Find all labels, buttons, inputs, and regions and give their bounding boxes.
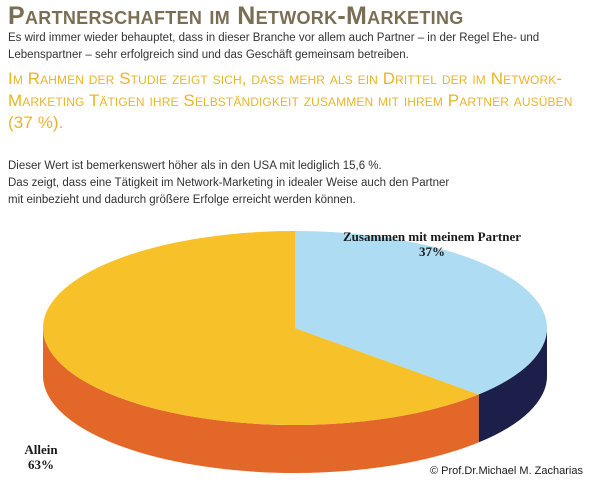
body-text: Dieser Wert ist bemerkenswert höher als … — [8, 158, 568, 209]
slice-value-alone: 63% — [28, 457, 54, 472]
page-title: Partnerschaften im Network-Marketing — [8, 2, 464, 30]
body-line-3: mit einbezieht und dadurch größere Erfol… — [8, 194, 356, 206]
slice-value-partner: 37% — [419, 244, 445, 259]
slice-label-alone: Allein — [24, 442, 58, 457]
highlight-text: Im Rahmen der Studie zeigt sich, dass me… — [8, 69, 573, 132]
pie-slice-alone — [42, 231, 479, 425]
pie-side-partner — [478, 328, 547, 443]
pie-side-alone — [43, 328, 479, 473]
slice-label-partner: Zusammen mit meinem Partner — [343, 229, 521, 244]
copyright-text: © Prof.Dr.Michael M. Zacharias — [430, 465, 583, 477]
pie-slice-partner — [295, 231, 547, 395]
body-line-1: Dieser Wert ist bemerkenswert höher als … — [8, 160, 382, 172]
intro-text: Es wird immer wieder behauptet, dass in … — [8, 32, 540, 61]
body-line-2: Das zeigt, dass eine Tätigkeit im Networ… — [8, 177, 450, 189]
